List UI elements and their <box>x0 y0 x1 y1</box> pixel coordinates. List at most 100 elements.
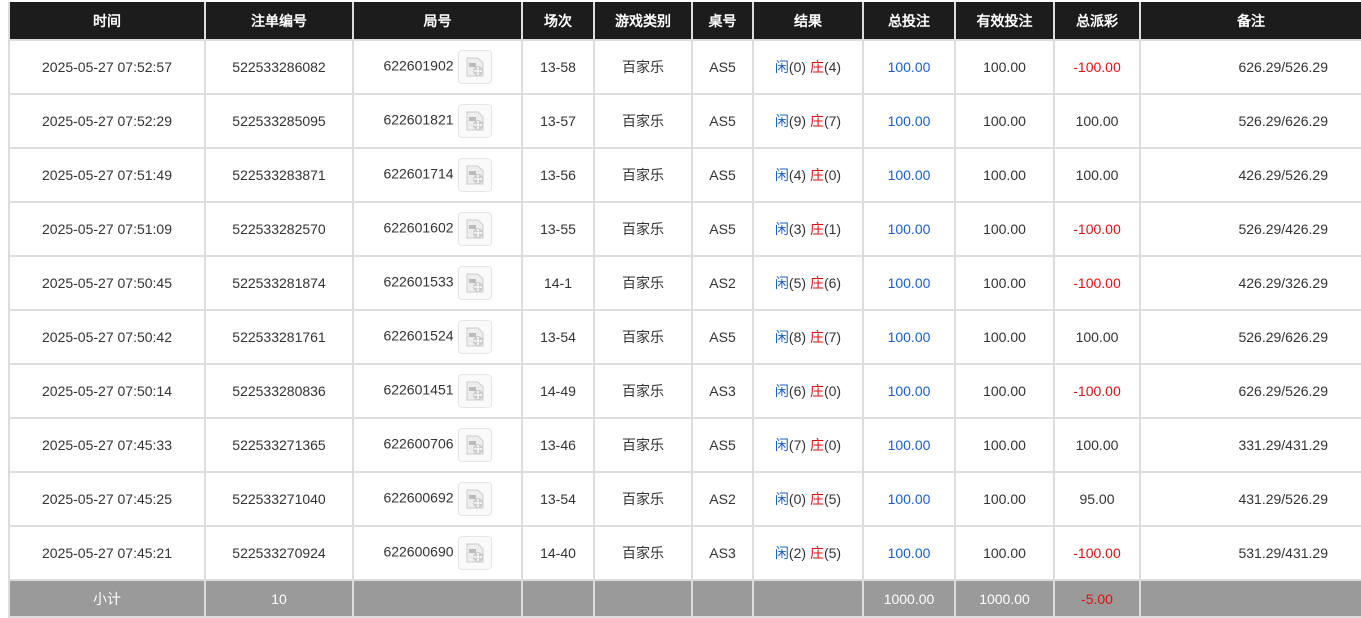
table-row: 2025-05-27 07:51:09 522533282570 6226016… <box>8 201 1361 257</box>
table-row: 2025-05-27 07:45:33 522533271365 6226007… <box>8 417 1361 473</box>
video-replay-icon[interactable] <box>457 536 492 570</box>
cell-valid-bet: 100.00 <box>954 147 1055 203</box>
video-replay-icon[interactable] <box>457 212 492 246</box>
cell-bet-id: 522533285095 <box>204 93 354 149</box>
cell-shoe: 13-55 <box>521 201 595 257</box>
cell-shoe: 13-54 <box>521 471 595 527</box>
cell-total-bet: 100.00 <box>862 471 956 527</box>
cell-result: 闲(0) 庄(4) <box>752 39 864 95</box>
player-points: (7) <box>788 437 807 453</box>
cell-remark: 626.29/526.29 <box>1139 39 1361 95</box>
cell-shoe: 14-49 <box>521 363 595 419</box>
player-label: 闲 <box>774 329 789 345</box>
cell-game-type: 百家乐 <box>593 39 693 95</box>
banker-points: (7) <box>823 113 842 129</box>
cell-total-bet: 100.00 <box>862 417 956 473</box>
player-label: 闲 <box>774 167 789 183</box>
cell-shoe: 13-58 <box>521 39 595 95</box>
cell-round: 622601821 <box>352 93 523 149</box>
video-replay-icon[interactable] <box>457 374 492 408</box>
cell-total-payout: -100.00 <box>1053 255 1141 311</box>
video-replay-icon[interactable] <box>457 104 492 138</box>
cell-total-payout: -100.00 <box>1053 363 1141 419</box>
cell-valid-bet: 100.00 <box>954 309 1055 365</box>
cell-total-bet: 100.00 <box>862 525 956 581</box>
player-label: 闲 <box>774 275 789 291</box>
cell-round: 622601714 <box>352 147 523 203</box>
header-time: 时间 <box>8 2 206 41</box>
player-points: (2) <box>788 545 807 561</box>
round-number: 622600692 <box>383 489 454 506</box>
cell-total-bet: 100.00 <box>862 201 956 257</box>
cell-round: 622601533 <box>352 255 523 311</box>
cell-table-no: AS3 <box>691 363 754 419</box>
cell-round: 622601451 <box>352 363 523 419</box>
cell-remark: 426.29/526.29 <box>1139 147 1361 203</box>
round-number: 622601451 <box>383 381 454 398</box>
banker-points: (1) <box>823 221 842 237</box>
player-points: (9) <box>788 113 807 129</box>
cell-total-payout: 95.00 <box>1053 471 1141 527</box>
subtotal-payout: -5.00 <box>1053 579 1141 618</box>
cell-time: 2025-05-27 07:50:45 <box>8 255 206 311</box>
player-points: (0) <box>788 59 807 75</box>
round-number: 622601524 <box>383 327 454 344</box>
cell-result: 闲(7) 庄(0) <box>752 417 864 473</box>
video-replay-icon[interactable] <box>457 266 492 300</box>
cell-table-no: AS3 <box>691 525 754 581</box>
cell-total-bet: 100.00 <box>862 363 956 419</box>
cell-valid-bet: 100.00 <box>954 93 1055 149</box>
cell-valid-bet: 100.00 <box>954 525 1055 581</box>
cell-total-bet: 100.00 <box>862 309 956 365</box>
banker-label: 庄 <box>809 221 824 237</box>
cell-time: 2025-05-27 07:45:33 <box>8 417 206 473</box>
cell-round: 622600706 <box>352 417 523 473</box>
cell-time: 2025-05-27 07:52:29 <box>8 93 206 149</box>
cell-remark: 331.29/431.29 <box>1139 417 1361 473</box>
cell-total-bet: 100.00 <box>862 39 956 95</box>
cell-result: 闲(9) 庄(7) <box>752 93 864 149</box>
cell-time: 2025-05-27 07:51:09 <box>8 201 206 257</box>
cell-bet-id: 522533282570 <box>204 201 354 257</box>
round-number: 622601602 <box>383 219 454 236</box>
header-total-bet: 总投注 <box>862 2 956 41</box>
cell-shoe: 13-56 <box>521 147 595 203</box>
round-number: 622601821 <box>383 111 454 128</box>
cell-time: 2025-05-27 07:50:42 <box>8 309 206 365</box>
player-points: (8) <box>788 329 807 345</box>
cell-remark: 431.29/526.29 <box>1139 471 1361 527</box>
cell-total-payout: 100.00 <box>1053 93 1141 149</box>
video-replay-icon[interactable] <box>457 158 492 192</box>
banker-label: 庄 <box>809 59 824 75</box>
cell-game-type: 百家乐 <box>593 417 693 473</box>
cell-result: 闲(5) 庄(6) <box>752 255 864 311</box>
cell-total-bet: 100.00 <box>862 93 956 149</box>
banker-points: (0) <box>823 167 842 183</box>
round-number: 622601533 <box>383 273 454 290</box>
cell-table-no: AS5 <box>691 417 754 473</box>
cell-shoe: 13-46 <box>521 417 595 473</box>
header-table-no: 桌号 <box>691 2 754 41</box>
banker-label: 庄 <box>809 167 824 183</box>
cell-time: 2025-05-27 07:45:21 <box>8 525 206 581</box>
cell-valid-bet: 100.00 <box>954 417 1055 473</box>
cell-total-payout: 100.00 <box>1053 147 1141 203</box>
cell-remark: 526.29/426.29 <box>1139 201 1361 257</box>
video-replay-icon[interactable] <box>457 320 492 354</box>
video-replay-icon[interactable] <box>457 482 492 516</box>
cell-total-payout: -100.00 <box>1053 39 1141 95</box>
video-replay-icon[interactable] <box>457 428 492 462</box>
banker-label: 庄 <box>809 383 824 399</box>
table-row: 2025-05-27 07:52:29 522533285095 6226018… <box>8 93 1361 149</box>
cell-shoe: 13-54 <box>521 309 595 365</box>
cell-table-no: AS5 <box>691 147 754 203</box>
banker-points: (0) <box>823 437 842 453</box>
cell-remark: 526.29/626.29 <box>1139 93 1361 149</box>
cell-bet-id: 522533280836 <box>204 363 354 419</box>
cell-round: 622601524 <box>352 309 523 365</box>
video-replay-icon[interactable] <box>457 50 492 84</box>
header-shoe: 场次 <box>521 2 595 41</box>
table-row: 2025-05-27 07:45:25 522533271040 6226006… <box>8 471 1361 527</box>
cell-bet-id: 522533271040 <box>204 471 354 527</box>
cell-remark: 426.29/326.29 <box>1139 255 1361 311</box>
